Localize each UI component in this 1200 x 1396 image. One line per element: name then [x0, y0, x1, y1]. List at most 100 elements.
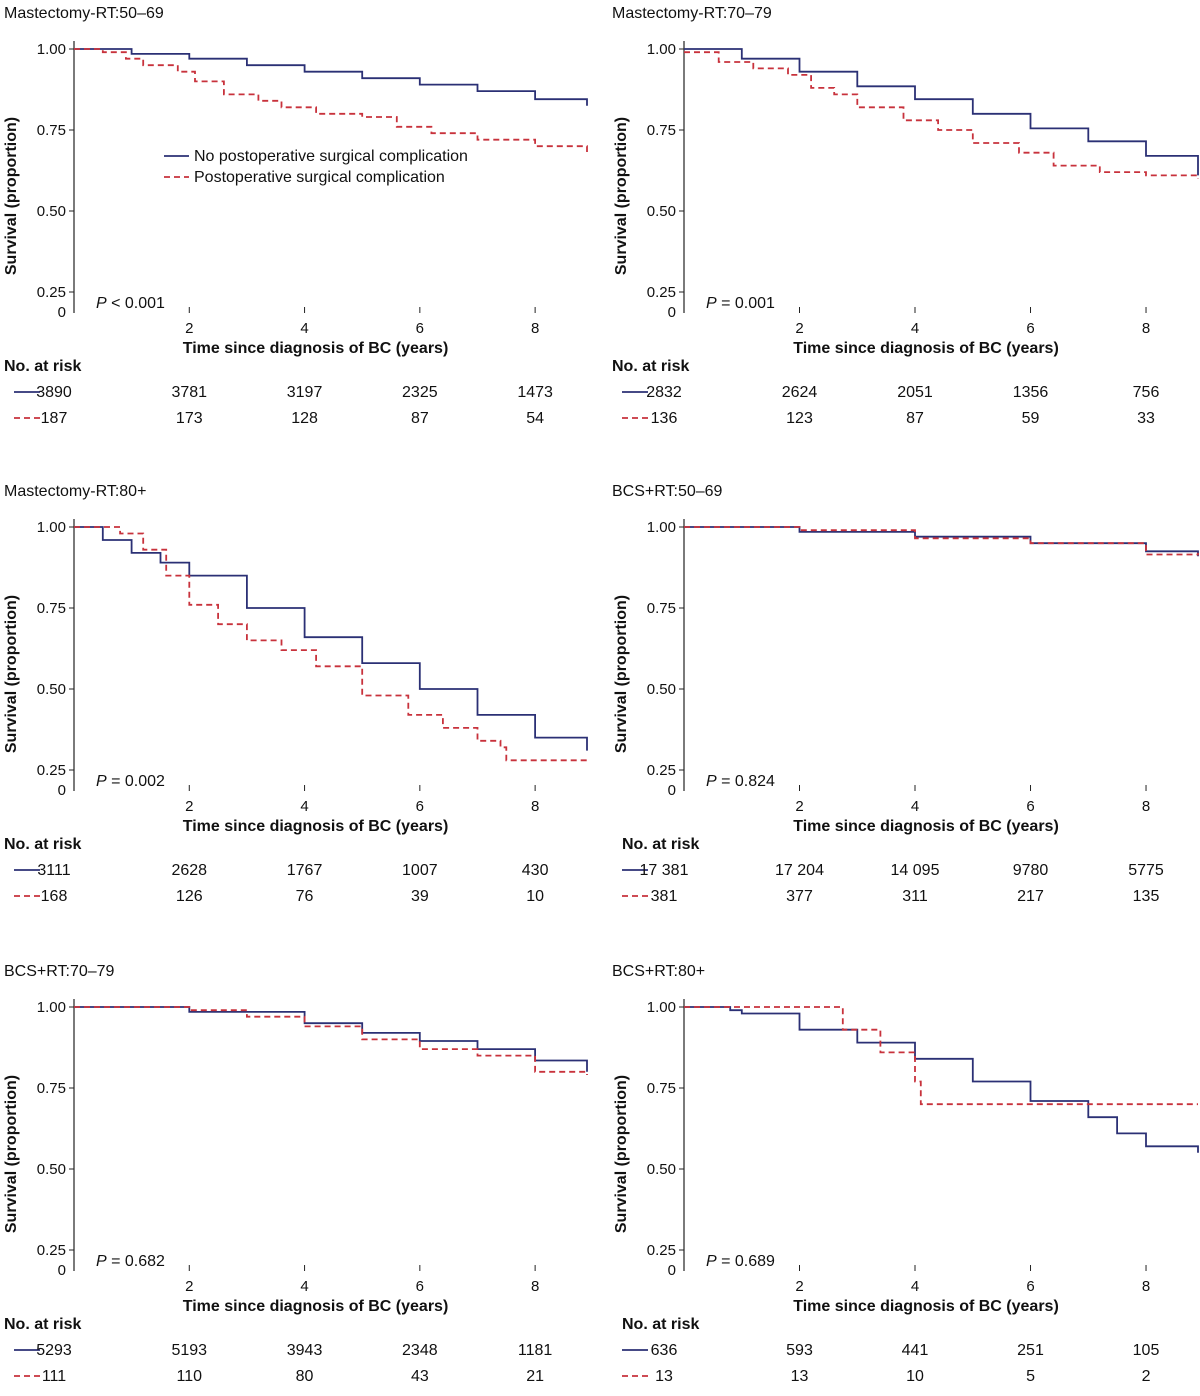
risk-table: No. at risk 2832 2624 2051 1356 756 136 123 87 59… [612, 358, 1159, 427]
p-value: P = 0.001 [706, 295, 775, 312]
km-panel-2: Mastectomy-RT:70–79 1.00 0.75 0.50 0.25 0 2 4 6 8… [612, 5, 1199, 427]
x-tick-label: 8 [531, 798, 539, 815]
risk-number: 430 [522, 862, 549, 879]
risk-number: 9780 [1013, 862, 1049, 879]
y-tick-label: 1.00 [37, 999, 66, 1016]
risk-number: 43 [411, 1368, 429, 1385]
risk-number: 1007 [402, 862, 438, 879]
p-value: P = 0.002 [96, 773, 165, 790]
x-tick-label: 6 [416, 798, 424, 815]
risk-table: No. at risk 3890 3781 3197 2325 1473 187 173 128… [4, 358, 553, 427]
risk-table: No. at risk 3111 2628 1767 1007 430 168 126 76 39… [4, 836, 549, 905]
p-value-symbol: P [706, 1253, 717, 1270]
x-tick-label: 6 [1026, 320, 1034, 337]
series-line-complication [684, 51, 1199, 179]
series-line-complication [74, 48, 588, 156]
risk-number: 110 [177, 1368, 203, 1385]
p-value-text: < 0.001 [107, 295, 165, 312]
risk-number: 3111 [37, 862, 70, 879]
y-axis-title: Survival (proportion) [613, 1075, 630, 1233]
series-line-no-complication [684, 1006, 1199, 1153]
series-line-complication [684, 1006, 1198, 1106]
x-tick-label: 6 [1026, 1278, 1034, 1295]
risk-number: 76 [296, 888, 314, 905]
risk-number: 17 381 [640, 862, 689, 879]
risk-number: 381 [651, 888, 678, 905]
risk-number: 3197 [287, 384, 323, 401]
p-value-text: = 0.001 [717, 295, 775, 312]
x-axis-title: Time since diagnosis of BC (years) [793, 818, 1059, 835]
y-tick-label: 1.00 [37, 41, 66, 58]
risk-number: 2628 [171, 862, 207, 879]
risk-number: 311 [902, 888, 928, 905]
risk-number: 136 [651, 410, 678, 427]
risk-number: 10 [906, 1368, 924, 1385]
x-tick-label: 6 [416, 1278, 424, 1295]
risk-number: 593 [786, 1342, 813, 1359]
risk-number: 2832 [646, 384, 682, 401]
risk-number: 2624 [782, 384, 818, 401]
origin-label: 0 [58, 304, 66, 321]
risk-number: 2325 [402, 384, 438, 401]
series-line-complication [74, 1006, 588, 1075]
x-tick-label: 8 [1142, 320, 1150, 337]
risk-number: 126 [176, 888, 203, 905]
series-line-complication [684, 526, 1199, 556]
risk-number: 2348 [402, 1342, 438, 1359]
legend-label-no-complication: No postoperative surgical complication [194, 148, 468, 165]
risk-number: 3781 [171, 384, 207, 401]
risk-table: No. at risk 17 381 17 204 14 095 9780 5775 381… [622, 836, 1164, 905]
y-tick-label: 1.00 [647, 999, 676, 1016]
y-axis-title: Survival (proportion) [3, 117, 20, 275]
y-tick-label: 0.50 [647, 681, 676, 698]
y-tick-label: 0.50 [37, 681, 66, 698]
y-tick-label: 0.50 [647, 203, 676, 220]
km-panel-5: BCS+RT:70–79 1.00 0.75 0.50 0.25 0 2 4 6 8 Time si… [3, 963, 588, 1385]
panel-title: BCS+RT:80+ [612, 963, 705, 980]
risk-number: 636 [651, 1342, 678, 1359]
risk-number: 13 [791, 1368, 809, 1385]
x-tick-label: 2 [795, 320, 803, 337]
p-value: P = 0.689 [706, 1253, 775, 1270]
risk-number: 13 [655, 1368, 673, 1385]
x-tick-label: 2 [185, 798, 193, 815]
p-value: P < 0.001 [96, 295, 165, 312]
risk-number: 87 [906, 410, 924, 427]
risk-number: 105 [1133, 1342, 1160, 1359]
p-value-text: = 0.682 [107, 1253, 165, 1270]
risk-number: 1767 [287, 862, 323, 879]
series-line-no-complication [74, 526, 588, 751]
legend-label-complication: Postoperative surgical complication [194, 169, 445, 186]
risk-number: 1181 [518, 1342, 553, 1359]
panel-title: BCS+RT:50–69 [612, 483, 723, 500]
x-tick-label: 4 [300, 320, 308, 337]
y-tick-label: 0.25 [37, 1242, 66, 1259]
x-tick-label: 4 [911, 798, 919, 815]
y-tick-label: 0.75 [647, 1080, 676, 1097]
risk-number: 1473 [517, 384, 553, 401]
x-tick-label: 8 [531, 320, 539, 337]
x-tick-label: 6 [1026, 798, 1034, 815]
risk-number: 80 [296, 1368, 314, 1385]
x-axis-title: Time since diagnosis of BC (years) [793, 340, 1059, 357]
risk-table: No. at risk 5293 5193 3943 2348 1181 111 110 80 4… [4, 1316, 552, 1385]
y-tick-label: 0.25 [647, 762, 676, 779]
risk-table-title: No. at risk [612, 358, 689, 375]
series-line-no-complication [74, 1006, 588, 1072]
risk-number: 217 [1017, 888, 1044, 905]
risk-number: 3890 [36, 384, 72, 401]
x-axis-title: Time since diagnosis of BC (years) [183, 1298, 449, 1315]
p-value-symbol: P [96, 295, 107, 312]
origin-label: 0 [668, 782, 676, 799]
origin-label: 0 [668, 304, 676, 321]
km-panel-1: Mastectomy-RT:50–69 1.00 0.75 0.50 0.25 0 2 4 6 8… [3, 5, 588, 427]
y-axis-title: Survival (proportion) [613, 117, 630, 275]
y-tick-label: 0.50 [37, 1161, 66, 1178]
p-value-symbol: P [96, 1253, 107, 1270]
legend: No postoperative surgical complication Po… [164, 148, 468, 186]
x-tick-label: 6 [416, 320, 424, 337]
p-value: P = 0.682 [96, 1253, 165, 1270]
risk-number: 2 [1142, 1368, 1151, 1385]
